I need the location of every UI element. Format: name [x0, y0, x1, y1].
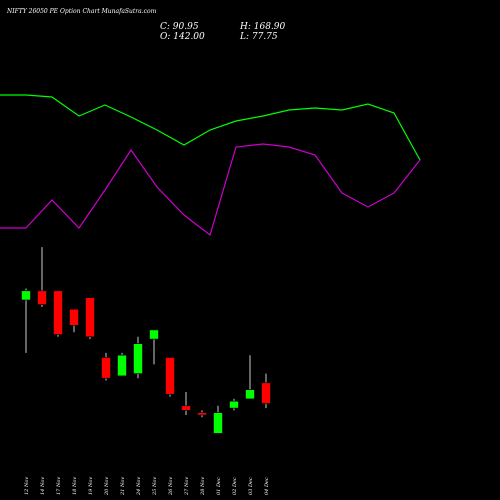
chart-title: NIFTY 26050 PE Option Chart MunafaSutra.…	[6, 8, 157, 15]
x-tick-label: 18 Nov	[72, 477, 78, 495]
x-tick-label: 17 Nov	[56, 477, 62, 495]
x-tick-label: 27 Nov	[184, 477, 190, 496]
candle-body	[165, 357, 175, 395]
x-tick-label: 14 Nov	[40, 477, 46, 495]
x-tick-label: 19 Nov	[88, 477, 94, 495]
x-tick-label: 03 Dec	[248, 477, 254, 495]
candle-body	[85, 297, 95, 338]
x-tick-label: 12 Nov	[24, 477, 30, 495]
x-tick-label: 20 Nov	[104, 477, 110, 496]
x-tick-label: 02 Dec	[232, 477, 238, 495]
x-axis-ticks: 12 Nov 14 Nov 17 Nov 18 Nov 19 Nov 20 Nov 21 N…	[24, 477, 270, 496]
candle-body	[181, 405, 191, 411]
candlesticks	[21, 247, 271, 434]
high-value: H: 168.90	[239, 22, 286, 32]
open-value: O: 142.00	[160, 32, 205, 42]
x-tick-label: 01 Dec	[216, 477, 222, 495]
candle-body	[37, 290, 47, 305]
low-value: L: 77.75	[239, 32, 278, 42]
indicator-line-2	[0, 143, 421, 237]
x-tick-label: 04 Dec	[264, 477, 270, 495]
candle-body	[53, 290, 63, 335]
close-value: C: 90.95	[160, 22, 199, 32]
candle-body	[197, 412, 207, 416]
indicator-lines	[0, 94, 421, 237]
candle-body	[21, 290, 31, 301]
candle-body	[245, 389, 255, 400]
candle-body	[117, 354, 127, 377]
candle-body	[213, 412, 223, 434]
candle-body	[229, 400, 239, 409]
candle-body	[133, 343, 143, 374]
candle-body	[261, 382, 271, 404]
x-tick-label: 21 Nov	[120, 477, 126, 496]
x-tick-label: 24 Nov	[136, 477, 142, 496]
candle-body	[149, 329, 159, 340]
x-tick-label: 26 Nov	[168, 477, 174, 496]
candle-body	[101, 357, 111, 379]
x-tick-label: 25 Nov	[152, 477, 158, 496]
indicator-line-1	[0, 94, 421, 161]
candle-body	[69, 308, 79, 326]
x-tick-label: 28 Nov	[200, 477, 206, 496]
